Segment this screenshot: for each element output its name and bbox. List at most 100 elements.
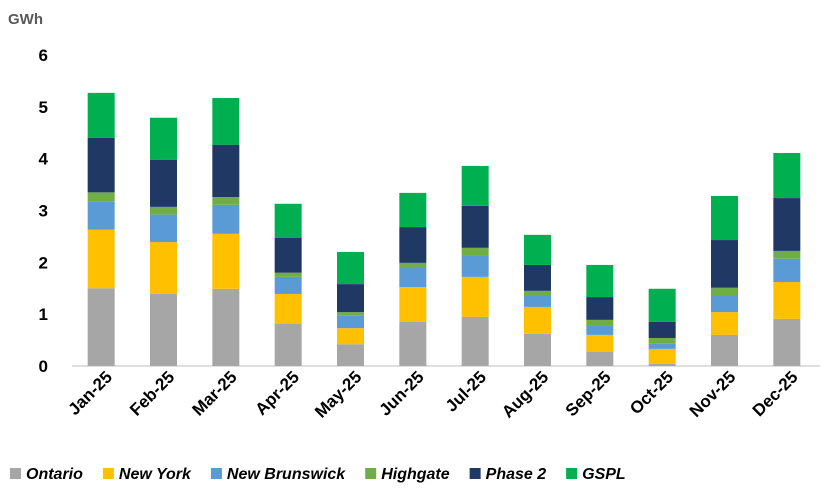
- bar-segment: [586, 297, 614, 320]
- bar-segment: [461, 276, 489, 317]
- bar-segment: [212, 144, 240, 198]
- bar-segment: [87, 192, 115, 202]
- bar-segment: [274, 276, 302, 294]
- bar-segment: [399, 192, 427, 228]
- bar-segment: [586, 319, 614, 326]
- legend-swatch: [102, 468, 114, 479]
- x-tick-label: Jun-25: [375, 367, 427, 419]
- bar-segment: [150, 293, 177, 366]
- bar-segment: [399, 321, 427, 366]
- bar-segment: [337, 315, 364, 329]
- bar-segment: [150, 214, 177, 243]
- y-tick-label: 0: [39, 357, 48, 376]
- bar-segment: [337, 284, 364, 313]
- bar-segment: [212, 98, 240, 145]
- bar-segment: [399, 262, 427, 269]
- x-tick-label: Apr-25: [251, 367, 303, 419]
- bar-segment: [773, 152, 801, 199]
- y-tick-label: 4: [39, 150, 49, 169]
- legend-label: GSPL: [582, 466, 626, 483]
- bar-segment: [87, 288, 115, 366]
- x-tick-label: Jan-25: [64, 367, 116, 419]
- y-tick-label: 3: [39, 202, 48, 221]
- bar-segment: [274, 324, 302, 366]
- bar-segment: [87, 229, 115, 289]
- bar-segment: [648, 363, 676, 366]
- legend-swatch: [469, 468, 481, 479]
- bar-segment: [586, 264, 614, 298]
- x-tick-label: Mar-25: [188, 367, 240, 419]
- bar-segment: [524, 294, 551, 307]
- legend-swatch: [10, 468, 21, 479]
- bar-segment: [399, 287, 427, 322]
- bar-segment: [399, 268, 427, 288]
- bar-segment: [524, 264, 551, 291]
- bar-segment: [524, 306, 551, 334]
- y-tick-label: 6: [39, 46, 48, 65]
- bar-segment: [524, 333, 551, 366]
- legend-label: Highgate: [381, 466, 450, 483]
- bar-segment: [399, 227, 427, 263]
- bar-segment: [337, 328, 364, 345]
- legend-label: Ontario: [26, 466, 83, 483]
- legend-label: New Brunswick: [227, 466, 346, 483]
- x-tick-label: Aug-25: [498, 367, 552, 421]
- bar-segment: [212, 288, 240, 366]
- bar-segment: [711, 312, 738, 335]
- y-tick-label: 1: [39, 305, 48, 324]
- bar-segment: [711, 287, 738, 295]
- bar-segment: [337, 312, 364, 316]
- y-tick-label: 5: [39, 98, 48, 117]
- legend-label: Phase 2: [486, 466, 547, 483]
- bar-segment: [773, 282, 801, 319]
- bar-segment: [773, 250, 801, 259]
- bar-segment: [461, 205, 489, 248]
- legend-label: New York: [119, 466, 192, 483]
- legend-swatch: [365, 468, 377, 479]
- bar-segment: [150, 242, 177, 294]
- y-tick-label: 2: [39, 253, 48, 272]
- bar-segment: [337, 251, 364, 285]
- bar-segment: [711, 240, 738, 288]
- bar-segment: [337, 344, 364, 366]
- bar-segment: [711, 294, 738, 313]
- bar-segment: [586, 352, 614, 366]
- bar-segment: [150, 117, 177, 160]
- bar-segment: [461, 247, 489, 256]
- legend-swatch: [210, 468, 222, 479]
- bar-segment: [150, 206, 177, 215]
- bar-segment: [274, 237, 302, 273]
- bar-segment: [648, 321, 676, 339]
- bar-segment: [711, 195, 738, 241]
- bar-segment: [150, 159, 177, 207]
- bar-segment: [648, 288, 676, 322]
- x-tick-label: Jul-25: [442, 367, 490, 415]
- bar-segment: [212, 197, 240, 205]
- bar-segment: [212, 204, 240, 234]
- bar-segment: [586, 325, 614, 335]
- bar-segment: [773, 318, 801, 366]
- bar-segment: [648, 343, 676, 349]
- x-tick-label: Nov-25: [686, 367, 740, 421]
- y-axis-label: GWh: [8, 11, 43, 28]
- bar-segment: [648, 348, 676, 364]
- x-tick-label: Feb-25: [126, 367, 178, 419]
- bar-segment: [524, 234, 551, 265]
- bar-segment: [586, 334, 614, 353]
- bar-segment: [773, 198, 801, 251]
- x-tick-label: Sep-25: [562, 367, 615, 420]
- bar-segment: [274, 272, 302, 277]
- x-tick-label: Oct-25: [626, 367, 677, 418]
- bar-segment: [711, 334, 738, 366]
- bar-segment: [648, 338, 676, 344]
- bar-segment: [87, 137, 115, 193]
- bar-segment: [87, 201, 115, 230]
- x-tick-label: Dec-25: [749, 367, 802, 420]
- bar-segment: [524, 290, 551, 295]
- bar-segment: [274, 293, 302, 325]
- bar-segment: [212, 233, 240, 289]
- bar-segment: [461, 316, 489, 366]
- legend-swatch: [566, 468, 578, 479]
- bar-segment: [274, 203, 302, 238]
